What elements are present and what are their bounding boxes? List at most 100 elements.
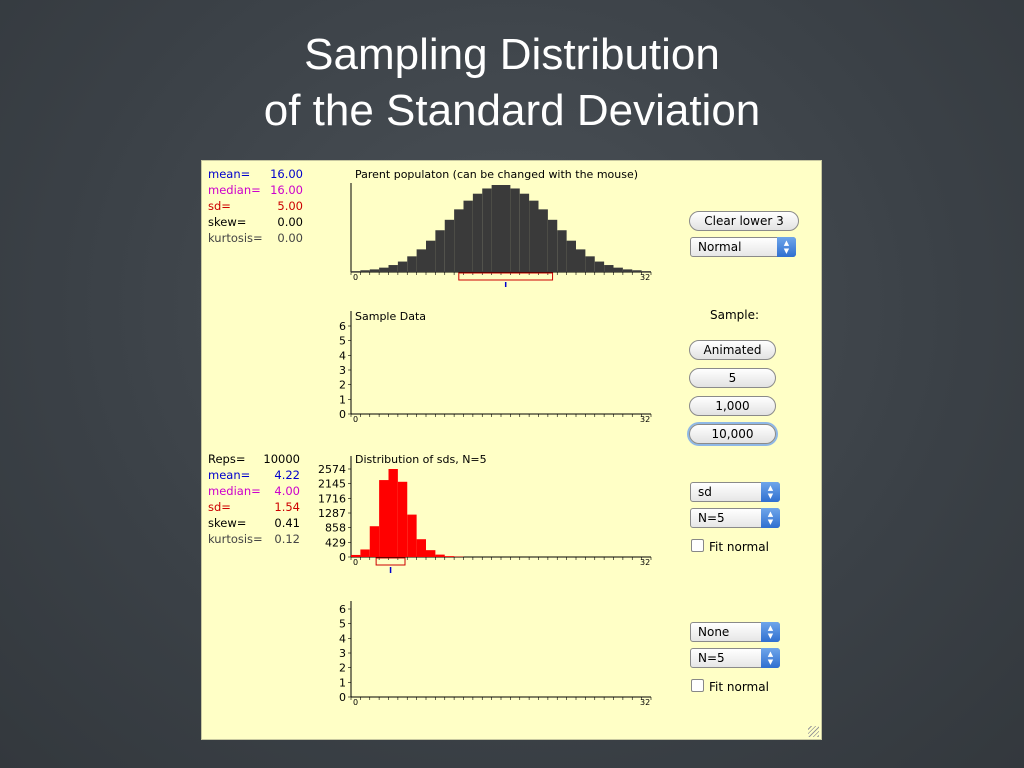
x-tick-label-32: 32 (640, 273, 650, 282)
sample-5-button[interactable]: 5 (689, 368, 776, 388)
graph-title: Parent populaton (can be changed with th… (355, 168, 638, 181)
bar (604, 265, 614, 272)
y-tick-label: 0 (339, 691, 346, 704)
stat-label: sd= (208, 500, 231, 514)
y-tick-label: 3 (339, 647, 346, 660)
stat-label: kurtosis= (208, 532, 263, 546)
x-ticks (350, 697, 652, 700)
stat-label: sd= (208, 199, 231, 213)
select-arrows-icon: ▲ ▼ (777, 237, 796, 257)
fit-normal-checkbox[interactable]: Fit normal (691, 539, 769, 554)
x-tick-label-0: 0 (353, 698, 358, 707)
parent-population-graph[interactable]: Parent populaton (can be changed with th… (350, 168, 652, 287)
y-tick-label: 4 (339, 632, 346, 645)
bar (576, 249, 586, 272)
y-tick-label: 0 (339, 551, 346, 564)
parent-stats: mean= 16.00 median= 16.00 sd= 5.00 skew=… (208, 166, 303, 246)
y-tick-label: 4 (339, 349, 346, 362)
clear-lower-3-button[interactable]: Clear lower 3 (689, 211, 799, 231)
parent-shape-select[interactable]: Normal ▲ ▼ (690, 237, 796, 257)
bar (416, 539, 426, 557)
dist-stat-reps: Reps= 10000 (208, 451, 300, 467)
bar (519, 193, 530, 272)
parent-stat-median: median= 16.00 (208, 182, 303, 198)
select-value: N=5 (698, 511, 725, 525)
graphs-area: Parent populaton (can be changed with th… (318, 168, 652, 707)
fit-normal-checkbox-2[interactable]: Fit normal (691, 679, 769, 694)
bars (351, 185, 651, 272)
graph-title: Sample Data (355, 310, 426, 323)
checkbox-icon (691, 679, 704, 692)
sample-label: Sample: (710, 308, 760, 322)
bar (426, 550, 436, 557)
bar (369, 269, 380, 272)
bar (529, 200, 539, 272)
parent-stat-sd: sd= 5.00 (208, 198, 303, 214)
stat-value: 0.41 (274, 516, 300, 530)
sample-size-select-2[interactable]: N=5 ▲ ▼ (690, 648, 780, 668)
stat-value: 16.00 (270, 183, 303, 197)
y-tick-label: 0 (339, 408, 346, 421)
x-ticks (350, 272, 652, 275)
statistic-select[interactable]: sd ▲ ▼ (690, 482, 780, 502)
dist-stat-median: median= 4.00 (208, 483, 300, 499)
bar (463, 200, 473, 272)
stat-value: 4.00 (274, 484, 300, 498)
stat-label: Reps= (208, 452, 246, 466)
bar (407, 256, 417, 272)
bar (566, 240, 576, 272)
x-tick-label-0: 0 (353, 415, 358, 424)
bar (360, 270, 370, 272)
y-tick-label: 1 (339, 676, 346, 689)
bar (379, 267, 389, 272)
resize-grip-icon[interactable] (808, 726, 819, 737)
bar (632, 270, 642, 272)
bar (454, 209, 464, 272)
stat-label: skew= (208, 516, 247, 530)
sample-10000-button[interactable]: 10,000 (689, 424, 776, 444)
dist-stat-mean: mean= 4.22 (208, 467, 300, 483)
bar (388, 265, 398, 272)
checkbox-label: Fit normal (709, 540, 769, 554)
stat-label: median= (208, 183, 261, 197)
bar (557, 230, 567, 272)
stat-label: median= (208, 484, 261, 498)
y-tick-labels: 0 12 3 45 6 (339, 320, 351, 421)
stat-label: mean= (208, 167, 251, 181)
y-tick-label: 1 (339, 393, 346, 406)
x-tick-label-0: 0 (353, 558, 358, 567)
stat-value: 0.00 (277, 215, 303, 229)
bar (444, 556, 455, 557)
bar (397, 481, 408, 557)
bar (491, 185, 501, 272)
slide-title-line-2: of the Standard Deviation (263, 86, 761, 135)
statistic-select-2[interactable]: None ▲ ▼ (690, 622, 780, 642)
bar (613, 267, 623, 272)
sample-size-select[interactable]: N=5 ▲ ▼ (690, 508, 780, 528)
select-value: Normal (698, 240, 742, 254)
animated-button[interactable]: Animated (689, 340, 776, 360)
select-value: sd (698, 485, 712, 499)
y-tick-label: 2574 (318, 463, 346, 476)
bar (585, 256, 595, 272)
y-tick-label: 1287 (318, 507, 346, 520)
bar (501, 185, 511, 272)
stat-value: 5.00 (277, 199, 303, 213)
sample-1000-button[interactable]: 1,000 (689, 396, 776, 416)
checkbox-icon (691, 539, 704, 552)
bar (379, 480, 389, 557)
dist-stat-sd: sd= 1.54 (208, 499, 300, 515)
bar (444, 219, 455, 272)
stat-value: 0.00 (277, 231, 303, 245)
select-value: None (698, 625, 730, 639)
y-tick-label: 3 (339, 364, 346, 377)
distribution-stats: Reps= 10000 mean= 4.22 median= 4.00 sd= … (208, 451, 300, 547)
stat-value: 0.12 (274, 532, 300, 546)
bar (360, 549, 370, 557)
y-tick-label: 6 (339, 320, 346, 333)
bar (594, 261, 605, 272)
bar (641, 271, 651, 272)
